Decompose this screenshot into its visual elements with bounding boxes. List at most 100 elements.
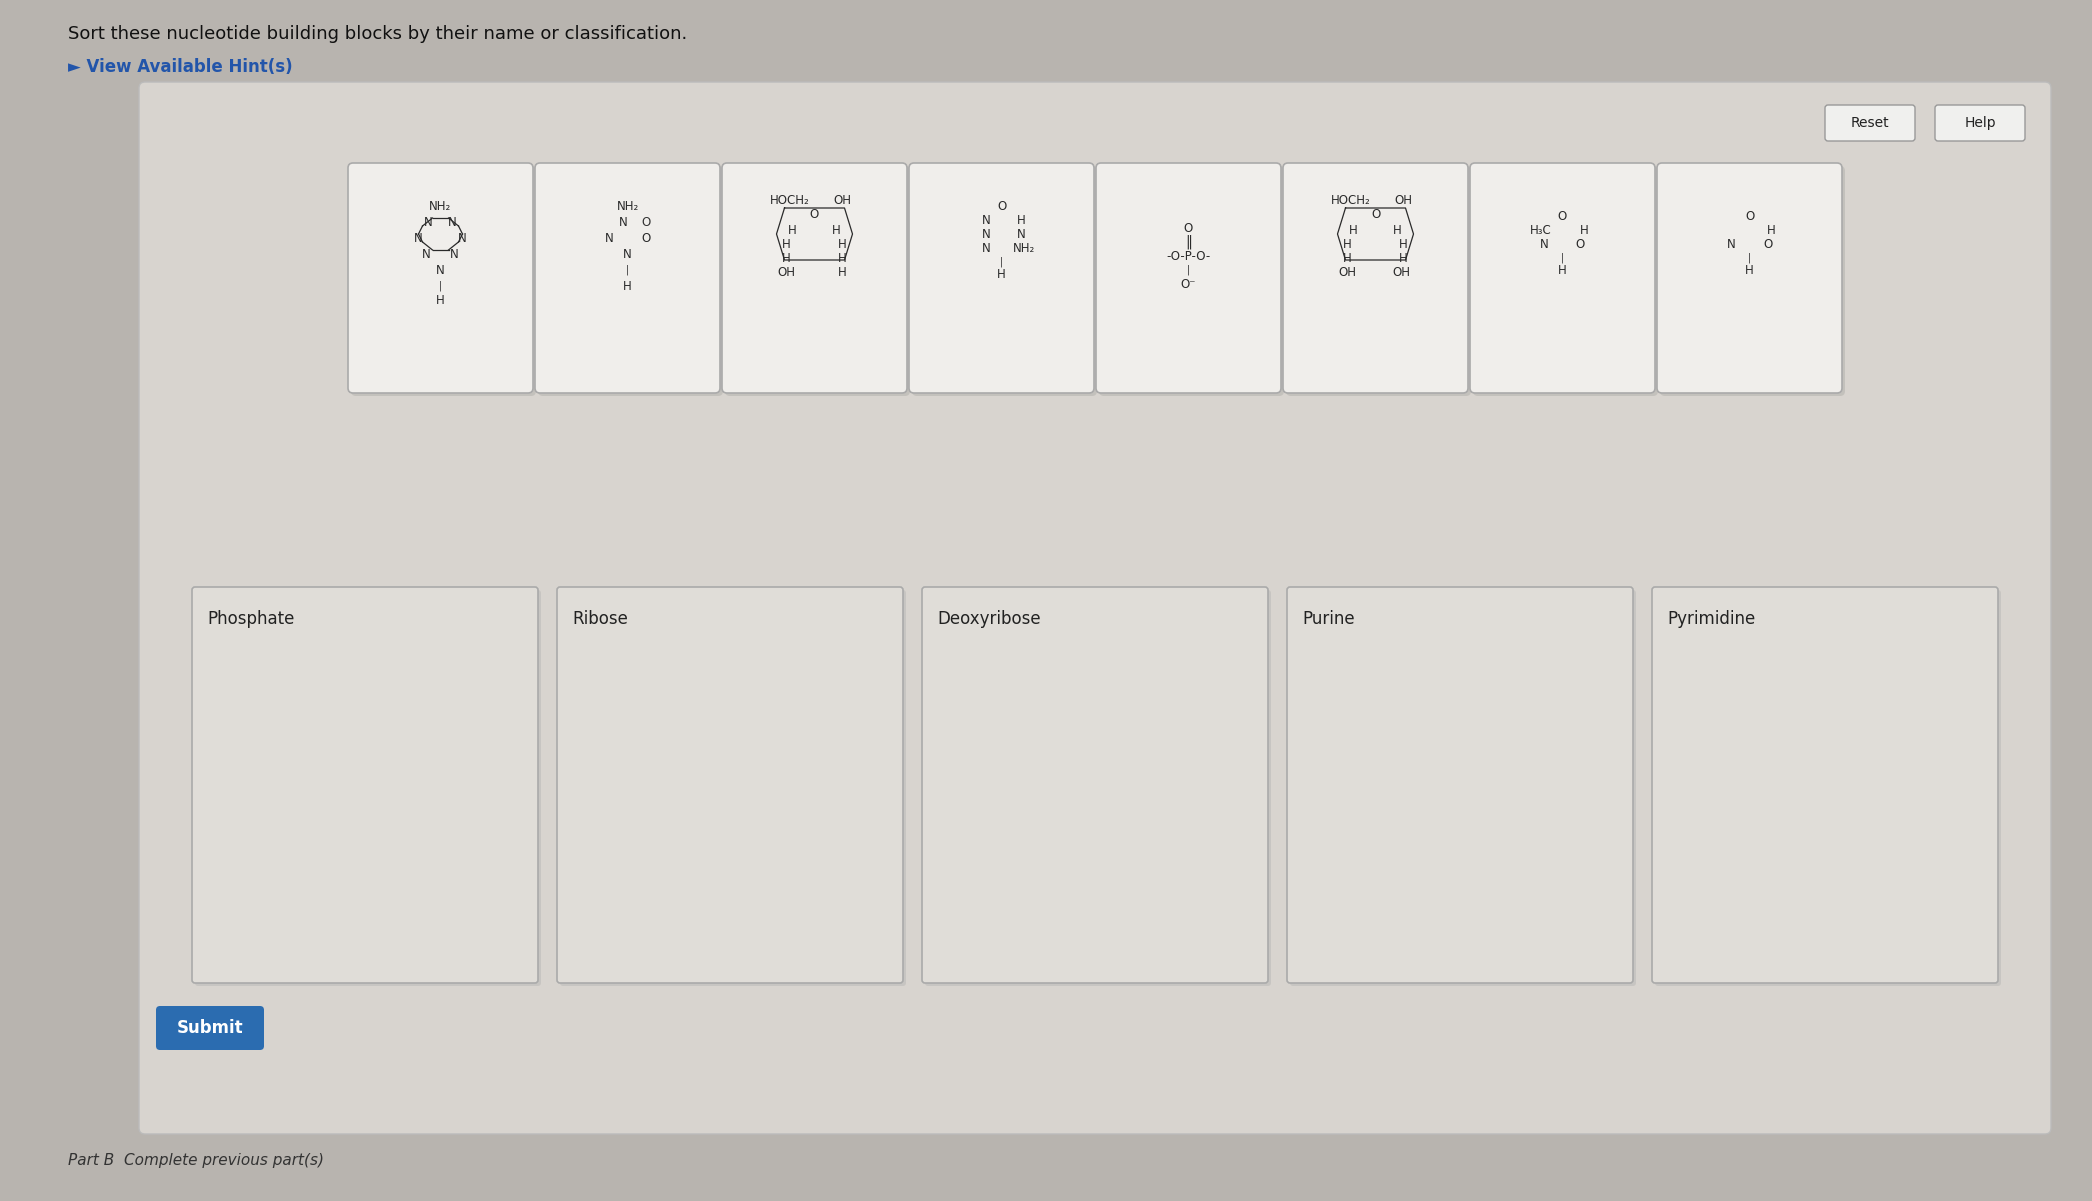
Text: Sort these nucleotide building blocks by their name or classification.: Sort these nucleotide building blocks by… bbox=[69, 25, 688, 43]
Text: N: N bbox=[981, 214, 992, 227]
Text: O: O bbox=[1764, 238, 1772, 251]
FancyBboxPatch shape bbox=[556, 587, 904, 982]
Text: H: H bbox=[435, 293, 446, 306]
Text: N: N bbox=[423, 247, 431, 261]
Text: O: O bbox=[1370, 208, 1381, 221]
FancyBboxPatch shape bbox=[1935, 104, 2025, 141]
FancyBboxPatch shape bbox=[923, 587, 1268, 982]
Text: OH: OH bbox=[1395, 193, 1412, 207]
FancyBboxPatch shape bbox=[912, 166, 1096, 396]
FancyBboxPatch shape bbox=[157, 1006, 264, 1050]
FancyBboxPatch shape bbox=[1291, 590, 1636, 986]
FancyBboxPatch shape bbox=[1471, 163, 1655, 393]
FancyBboxPatch shape bbox=[1287, 166, 1471, 396]
FancyBboxPatch shape bbox=[536, 163, 720, 393]
Text: H: H bbox=[839, 265, 847, 279]
Text: H: H bbox=[789, 223, 797, 237]
FancyBboxPatch shape bbox=[726, 166, 910, 396]
Text: H: H bbox=[1579, 223, 1590, 237]
FancyBboxPatch shape bbox=[561, 590, 906, 986]
Text: N: N bbox=[605, 232, 613, 245]
Text: HOCH₂: HOCH₂ bbox=[1331, 193, 1370, 207]
Text: N: N bbox=[1017, 227, 1025, 240]
FancyBboxPatch shape bbox=[192, 587, 538, 982]
Text: H: H bbox=[1343, 251, 1351, 264]
Text: |: | bbox=[1186, 264, 1190, 275]
Text: NH₂: NH₂ bbox=[429, 199, 452, 213]
Text: |: | bbox=[439, 281, 441, 292]
Text: N: N bbox=[450, 247, 458, 261]
FancyBboxPatch shape bbox=[347, 163, 533, 393]
FancyBboxPatch shape bbox=[1282, 163, 1469, 393]
Text: O: O bbox=[810, 208, 820, 221]
Text: ► View Available Hint(s): ► View Available Hint(s) bbox=[69, 58, 293, 76]
FancyBboxPatch shape bbox=[1824, 104, 1914, 141]
Text: OH: OH bbox=[778, 265, 795, 279]
Text: N: N bbox=[448, 215, 456, 228]
Text: OH: OH bbox=[1339, 265, 1356, 279]
FancyBboxPatch shape bbox=[195, 590, 542, 986]
Text: Help: Help bbox=[1964, 116, 1996, 130]
Text: N: N bbox=[458, 232, 467, 245]
FancyBboxPatch shape bbox=[1473, 166, 1659, 396]
Text: H: H bbox=[782, 238, 791, 251]
Text: O: O bbox=[1575, 238, 1586, 251]
FancyBboxPatch shape bbox=[351, 166, 536, 396]
FancyBboxPatch shape bbox=[1098, 166, 1284, 396]
Text: -O-P-O-: -O-P-O- bbox=[1167, 250, 1211, 263]
Text: N: N bbox=[981, 227, 992, 240]
FancyBboxPatch shape bbox=[1287, 587, 1634, 982]
FancyBboxPatch shape bbox=[1653, 587, 1998, 982]
Text: H: H bbox=[833, 223, 841, 237]
Text: |: | bbox=[626, 264, 630, 275]
FancyBboxPatch shape bbox=[1657, 163, 1841, 393]
FancyBboxPatch shape bbox=[1096, 163, 1280, 393]
Text: N: N bbox=[435, 263, 446, 276]
FancyBboxPatch shape bbox=[722, 163, 908, 393]
FancyBboxPatch shape bbox=[925, 590, 1272, 986]
Text: H: H bbox=[1559, 263, 1567, 276]
Text: H: H bbox=[623, 280, 632, 293]
Text: H: H bbox=[1400, 238, 1408, 251]
Text: O: O bbox=[640, 215, 651, 228]
Text: O: O bbox=[998, 199, 1006, 213]
Text: HOCH₂: HOCH₂ bbox=[770, 193, 810, 207]
Text: H: H bbox=[1400, 251, 1408, 264]
Text: H: H bbox=[839, 238, 847, 251]
FancyBboxPatch shape bbox=[910, 163, 1094, 393]
FancyBboxPatch shape bbox=[138, 82, 2050, 1134]
Text: H: H bbox=[782, 251, 791, 264]
Text: |: | bbox=[1561, 252, 1565, 263]
Text: Submit: Submit bbox=[176, 1018, 243, 1036]
Text: O: O bbox=[1559, 209, 1567, 222]
Text: N: N bbox=[623, 247, 632, 261]
Text: Deoxyribose: Deoxyribose bbox=[937, 610, 1040, 628]
Text: N: N bbox=[1540, 238, 1548, 251]
Text: NH₂: NH₂ bbox=[1013, 241, 1036, 255]
Text: H: H bbox=[998, 268, 1006, 281]
Text: O⁻: O⁻ bbox=[1180, 277, 1197, 291]
Text: NH₂: NH₂ bbox=[617, 199, 638, 213]
FancyBboxPatch shape bbox=[1659, 166, 1845, 396]
Text: H: H bbox=[839, 251, 847, 264]
Text: OH: OH bbox=[833, 193, 851, 207]
Text: Part B  Complete previous part(s): Part B Complete previous part(s) bbox=[69, 1153, 324, 1167]
Text: OH: OH bbox=[1393, 265, 1410, 279]
Text: Purine: Purine bbox=[1301, 610, 1356, 628]
Text: N: N bbox=[619, 215, 628, 228]
Text: Pyrimidine: Pyrimidine bbox=[1667, 610, 1755, 628]
Text: N: N bbox=[1728, 238, 1736, 251]
Text: ‖: ‖ bbox=[1184, 234, 1192, 250]
Text: |: | bbox=[1000, 257, 1004, 268]
Text: H: H bbox=[1343, 238, 1351, 251]
Text: H₃C: H₃C bbox=[1529, 223, 1552, 237]
Text: |: | bbox=[1749, 252, 1751, 263]
Text: Phosphate: Phosphate bbox=[207, 610, 295, 628]
Text: H: H bbox=[1745, 263, 1753, 276]
Text: Ribose: Ribose bbox=[571, 610, 628, 628]
FancyBboxPatch shape bbox=[538, 166, 724, 396]
Text: O: O bbox=[640, 232, 651, 245]
Text: Reset: Reset bbox=[1851, 116, 1889, 130]
Text: H: H bbox=[1393, 223, 1402, 237]
Text: N: N bbox=[981, 241, 992, 255]
